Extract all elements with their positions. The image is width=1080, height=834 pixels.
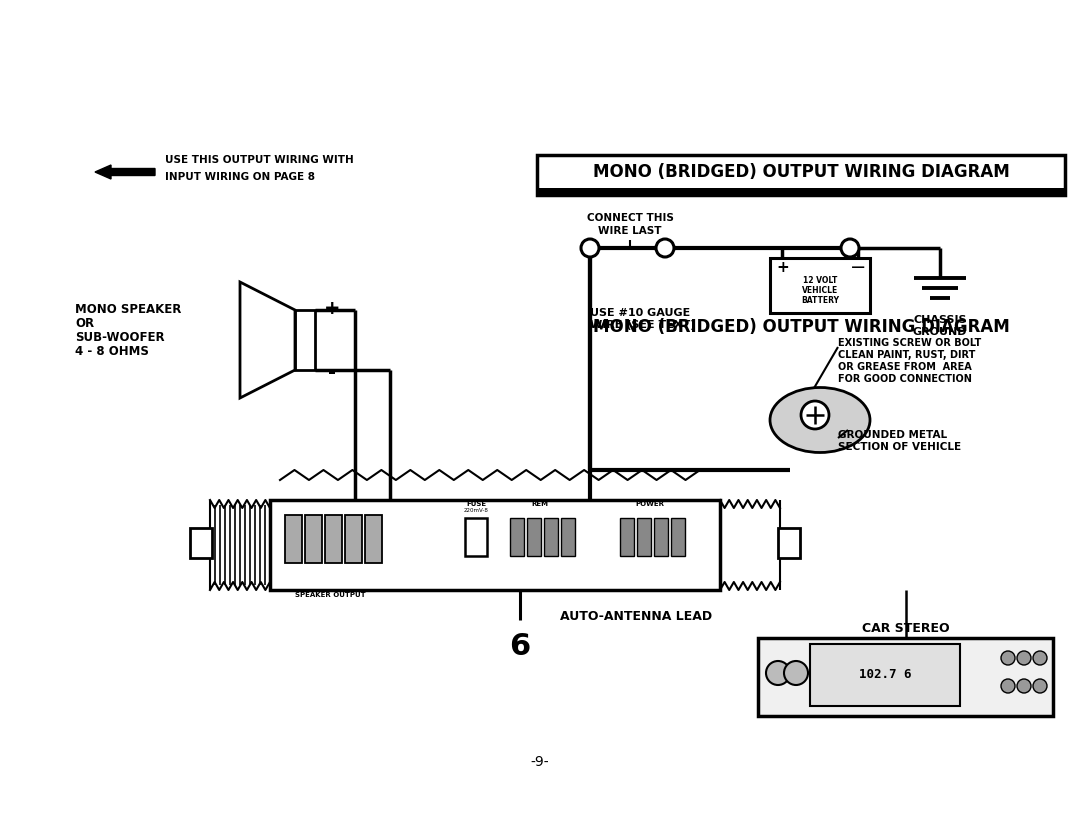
Bar — [637, 518, 651, 556]
Circle shape — [1001, 651, 1015, 665]
Text: CLEAN PAINT, RUST, DIRT: CLEAN PAINT, RUST, DIRT — [838, 350, 975, 360]
Bar — [770, 258, 870, 313]
Text: −: − — [850, 259, 866, 278]
Bar — [561, 518, 575, 556]
Text: MONO (BRIDGED) OUTPUT WIRING DIAGRAM: MONO (BRIDGED) OUTPUT WIRING DIAGRAM — [593, 318, 1010, 335]
Bar — [285, 515, 302, 563]
Circle shape — [581, 239, 599, 257]
Text: CAR STEREO: CAR STEREO — [862, 622, 949, 635]
Bar — [537, 188, 1065, 195]
Text: SPEAKER OUTPUT: SPEAKER OUTPUT — [295, 592, 365, 598]
Bar — [465, 518, 487, 556]
Text: AUTO-ANTENNA LEAD: AUTO-ANTENNA LEAD — [561, 610, 712, 622]
Text: FUSE: FUSE — [465, 501, 486, 507]
Bar — [305, 515, 322, 563]
Text: 220mV-8: 220mV-8 — [463, 508, 488, 513]
Text: EXISTING SCREW OR BOLT: EXISTING SCREW OR BOLT — [838, 338, 982, 348]
Circle shape — [1017, 679, 1031, 693]
FancyArrow shape — [95, 165, 156, 179]
Text: OR GREASE FROM  AREA: OR GREASE FROM AREA — [838, 362, 972, 372]
Circle shape — [766, 661, 789, 685]
Circle shape — [1001, 679, 1015, 693]
Text: USE THIS OUTPUT WIRING WITH: USE THIS OUTPUT WIRING WITH — [165, 155, 354, 165]
Circle shape — [784, 661, 808, 685]
Bar — [345, 515, 362, 563]
Bar — [537, 155, 1065, 195]
Circle shape — [1032, 651, 1047, 665]
Text: POWER: POWER — [635, 501, 664, 507]
Bar — [510, 518, 524, 556]
Circle shape — [801, 401, 829, 429]
Text: +: + — [324, 299, 340, 318]
Text: REM: REM — [531, 501, 549, 507]
Text: 4 - 8 OHMS: 4 - 8 OHMS — [75, 345, 149, 358]
Bar — [810, 644, 960, 706]
Bar — [527, 518, 541, 556]
Bar — [544, 518, 558, 556]
Text: 102.7 6: 102.7 6 — [859, 669, 912, 681]
Text: CONNECT THIS: CONNECT THIS — [586, 213, 674, 223]
Text: USE #10 GAUGE
WIRE (SEE TEXT): USE #10 GAUGE WIRE (SEE TEXT) — [590, 308, 696, 329]
Text: WIRE LAST: WIRE LAST — [598, 226, 662, 236]
Bar — [671, 518, 685, 556]
Ellipse shape — [770, 388, 870, 453]
Bar — [295, 310, 315, 370]
Bar — [654, 518, 669, 556]
Text: 6: 6 — [510, 632, 530, 661]
Bar — [325, 515, 342, 563]
Text: MONO (BRIDGED) OUTPUT WIRING DIAGRAM: MONO (BRIDGED) OUTPUT WIRING DIAGRAM — [593, 163, 1010, 181]
Text: 12 VOLT
VEHICLE
BATTERY: 12 VOLT VEHICLE BATTERY — [801, 275, 839, 305]
Text: +: + — [777, 260, 788, 275]
Text: -: - — [328, 363, 336, 381]
Circle shape — [1017, 651, 1031, 665]
Bar — [758, 638, 1053, 716]
Text: FOR GOOD CONNECTION: FOR GOOD CONNECTION — [838, 374, 972, 384]
Bar — [190, 528, 212, 558]
Bar — [778, 528, 800, 558]
Text: INPUT WIRING ON PAGE 8: INPUT WIRING ON PAGE 8 — [165, 172, 315, 182]
Text: GROUNDED METAL
SECTION OF VEHICLE: GROUNDED METAL SECTION OF VEHICLE — [838, 430, 961, 451]
Bar — [365, 515, 382, 563]
Circle shape — [656, 239, 674, 257]
Bar — [620, 518, 634, 556]
Circle shape — [841, 239, 859, 257]
Bar — [270, 500, 720, 590]
Text: SUB-WOOFER: SUB-WOOFER — [75, 331, 164, 344]
Circle shape — [1032, 679, 1047, 693]
Text: CHASSIS
GROUND: CHASSIS GROUND — [913, 315, 968, 337]
Text: -9-: -9- — [530, 755, 550, 769]
Text: OR: OR — [75, 317, 94, 330]
Text: MONO SPEAKER: MONO SPEAKER — [75, 303, 181, 316]
